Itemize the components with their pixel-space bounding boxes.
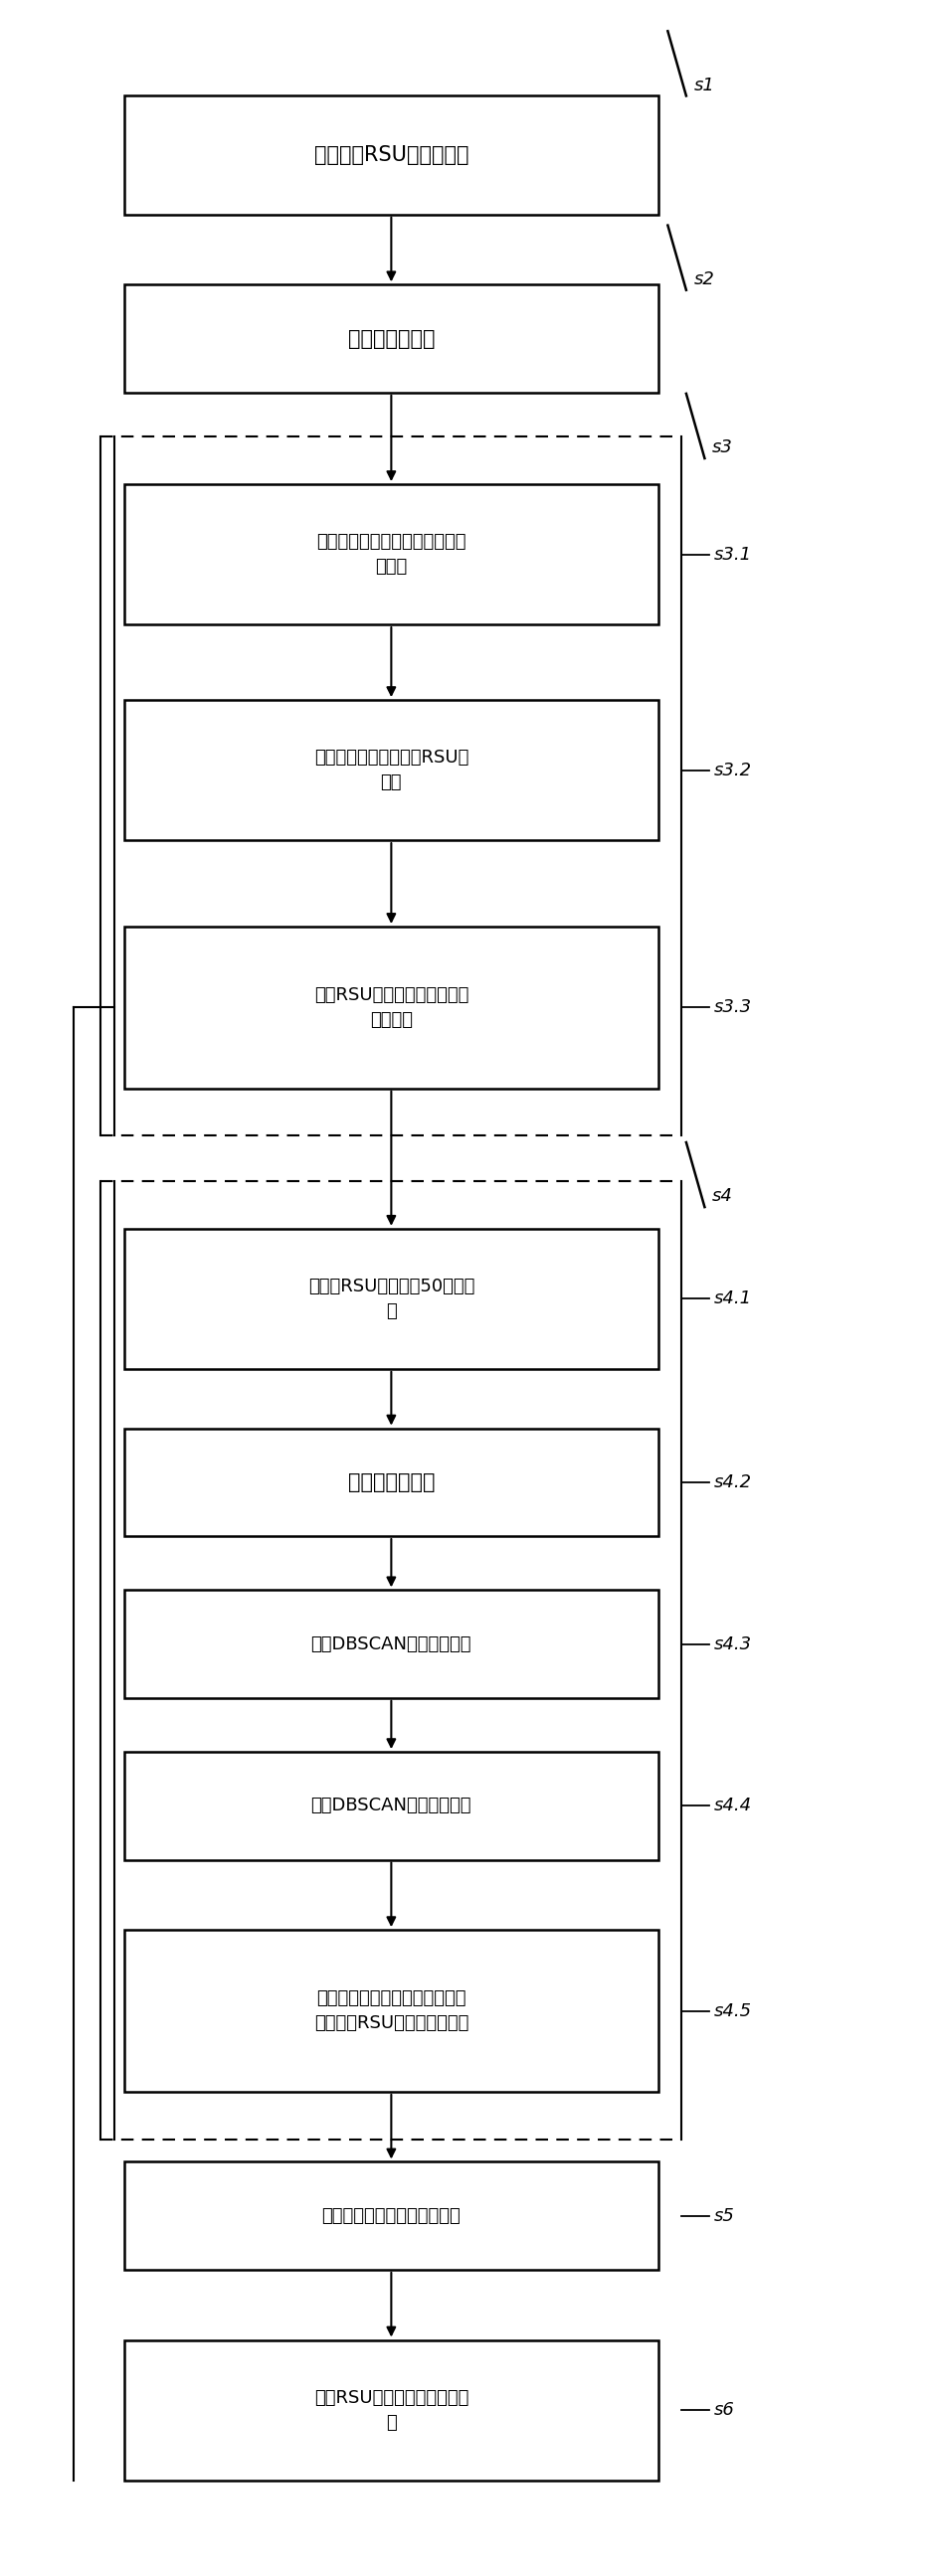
Bar (124, 1229, 658, 1368)
Text: s4.2: s4.2 (714, 1473, 751, 1492)
Text: 坐标数据归一化: 坐标数据归一化 (348, 1473, 435, 1492)
Text: s6: s6 (714, 2401, 735, 2419)
Text: 验证RSU消息覆盖范围是否达
标: 验证RSU消息覆盖范围是否达 标 (314, 2388, 469, 2432)
Bar (124, 2339, 658, 2481)
Bar (124, 484, 658, 623)
Text: 对车辆轨迹数据按照时间从前往
后排序: 对车辆轨迹数据按照时间从前往 后排序 (316, 533, 466, 577)
Text: 采集路侧RSU广播的数据: 采集路侧RSU广播的数据 (314, 144, 469, 165)
Bar (124, 1929, 658, 2092)
Text: s4.5: s4.5 (714, 2002, 751, 2020)
Bar (124, 1752, 658, 1860)
Text: s4.3: s4.3 (714, 1636, 751, 1654)
Text: 计算RSU广播该类消息的最小
覆盖范围: 计算RSU广播该类消息的最小 覆盖范围 (314, 987, 469, 1028)
Text: 计算每条消息接收时距RSU的
距离: 计算每条消息接收时距RSU的 距离 (314, 750, 469, 791)
Text: s3.1: s3.1 (714, 546, 751, 564)
Text: s1: s1 (694, 77, 714, 93)
Bar (124, 1427, 658, 1535)
Text: 标定DBSCAN聚类算法参数: 标定DBSCAN聚类算法参数 (311, 1636, 472, 1654)
Text: s3.3: s3.3 (714, 999, 751, 1018)
Bar (124, 95, 658, 214)
Text: 计算每个方位的最大覆盖范围: 计算每个方位的最大覆盖范围 (322, 2208, 460, 2226)
Text: s4.4: s4.4 (714, 1798, 751, 1816)
Text: s3.2: s3.2 (714, 760, 751, 778)
Text: s5: s5 (714, 2208, 735, 2226)
Text: s2: s2 (694, 270, 714, 289)
Bar (124, 1589, 658, 1698)
Text: 使用DBSCAN算法进行聚类: 使用DBSCAN算法进行聚类 (311, 1798, 472, 1816)
Text: s4.1: s4.1 (714, 1291, 751, 1309)
Bar (124, 286, 658, 392)
Text: s4: s4 (712, 1188, 733, 1206)
Text: s3: s3 (712, 438, 733, 456)
Text: 计算每个类别的聚类中心点坐标
和相对于RSU的方向角和方位: 计算每个类别的聚类中心点坐标 和相对于RSU的方向角和方位 (314, 1989, 469, 2032)
Bar (124, 2161, 658, 2269)
Bar (124, 701, 658, 840)
Text: 数据分段及筛选: 数据分段及筛选 (348, 330, 435, 348)
Bar (124, 927, 658, 1090)
Text: 剔除距RSU距离小于50的坐标
点: 剔除距RSU距离小于50的坐标 点 (308, 1278, 474, 1319)
